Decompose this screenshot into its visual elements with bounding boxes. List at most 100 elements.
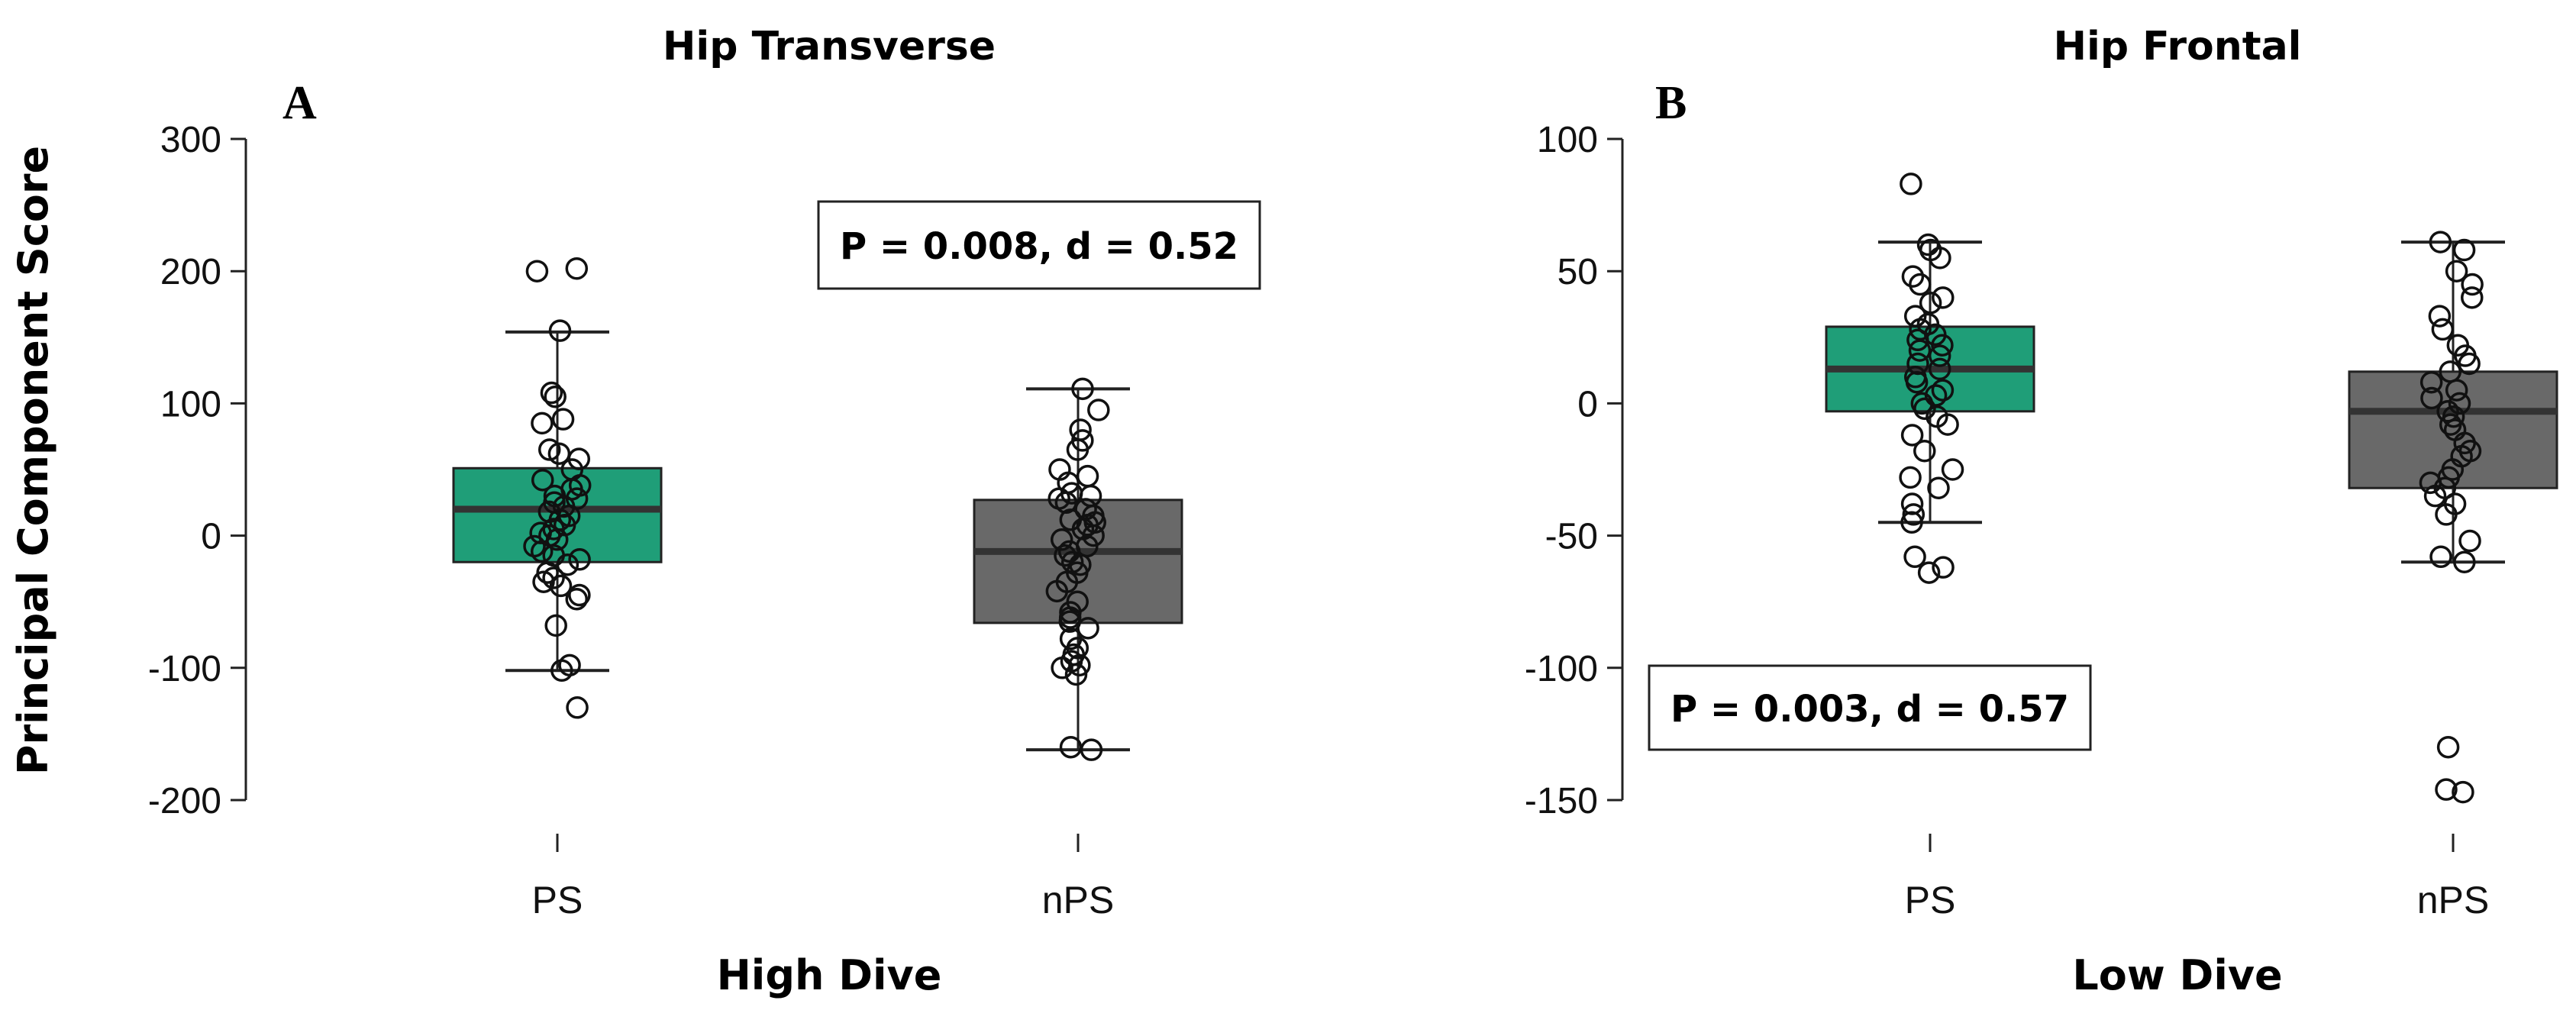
panel-a-hip-transverse: Hip Transverse A -200 -100 0 100 200 300 PS nP… [148, 24, 1261, 999]
data-point [540, 381, 563, 405]
panel-a-stat-annotation: P = 0.008, d = 0.52 [817, 200, 1261, 290]
data-point [1087, 399, 1110, 421]
data-point [568, 548, 591, 571]
data-point [2423, 484, 2447, 508]
box-ps [452, 257, 663, 719]
data-point [1906, 328, 1929, 352]
data-point [2452, 238, 2476, 262]
y-tick-label: 50 [1558, 252, 1598, 292]
panel-a-stat-text: P = 0.008, d = 0.52 [840, 225, 1238, 268]
x-tick-label: nPS [1042, 879, 1115, 921]
data-point [565, 257, 589, 280]
data-point [551, 408, 575, 431]
data-point [1929, 247, 1951, 269]
data-point [1909, 273, 1932, 296]
data-point [1903, 545, 1926, 569]
data-point [2453, 550, 2476, 573]
panel-a-x-axis-title: High Dive [717, 951, 942, 999]
data-point [1927, 476, 1950, 499]
panel-b-letter: B [1655, 77, 1687, 129]
data-point [1903, 305, 1927, 328]
data-point [550, 659, 573, 683]
data-point [530, 540, 554, 563]
data-point [1928, 344, 1951, 367]
y-tick-label: -100 [148, 649, 221, 689]
data-point [544, 614, 567, 637]
iqr-box [2348, 370, 2558, 489]
data-point [2445, 379, 2468, 402]
panel-b-title: Hip Frontal [2053, 24, 2301, 69]
data-point [1066, 438, 1089, 461]
data-point [1932, 286, 1955, 309]
data-point [1932, 556, 1955, 579]
data-point [2461, 286, 2484, 309]
y-axis-title: Principal Component Score [9, 146, 57, 775]
data-point [1928, 357, 1951, 381]
data-point [531, 411, 554, 435]
data-point [2419, 471, 2442, 495]
data-point [1076, 464, 1099, 488]
data-point [2429, 231, 2452, 253]
data-point [537, 438, 561, 461]
data-point [2461, 273, 2484, 296]
panel-b-y-axis: -150 -100 -50 0 50 100 [1525, 120, 1624, 821]
data-point [2435, 503, 2458, 526]
data-point [2436, 735, 2460, 759]
data-point [1080, 738, 1103, 761]
panel-b-boxes [1825, 173, 2558, 804]
data-point [2435, 778, 2458, 801]
data-point [1071, 377, 1094, 401]
data-point [2420, 386, 2443, 410]
data-point [545, 528, 569, 551]
data-point [2458, 352, 2481, 376]
panel-b-stat-box [1648, 664, 2092, 751]
y-tick-label: -50 [1545, 517, 1598, 557]
data-point [1900, 424, 1924, 447]
data-point [1900, 173, 1922, 195]
box-ps [1825, 173, 2035, 584]
data-point [2458, 529, 2481, 553]
data-point [2448, 392, 2471, 415]
data-point [566, 696, 589, 719]
data-point [568, 583, 591, 607]
x-tick-label: PS [532, 879, 583, 921]
panel-a-letter: A [282, 77, 317, 129]
data-point [1901, 265, 1925, 288]
data-point [1908, 339, 1932, 362]
data-point [1050, 528, 1073, 551]
panel-a-boxes [452, 257, 1183, 761]
box-nps [2348, 231, 2558, 804]
data-point [1919, 292, 1942, 315]
panel-a-x-axis: PS nPS [532, 834, 1115, 921]
data-point [525, 260, 549, 282]
x-tick-label: nPS [2417, 879, 2490, 921]
y-tick-label: 0 [1577, 384, 1598, 424]
data-point [2429, 545, 2452, 569]
data-point [544, 385, 567, 408]
data-point [1913, 397, 1936, 421]
panel-a-title: Hip Transverse [663, 24, 996, 69]
y-tick-label: 100 [160, 384, 221, 424]
panel-b-stat-text: P = 0.003, d = 0.57 [1671, 688, 2069, 731]
data-point [1054, 491, 1078, 515]
panel-b-x-axis-title: Low Dive [2072, 951, 2282, 999]
data-point [532, 570, 555, 593]
y-tick-label: -150 [1525, 781, 1598, 821]
panel-b-hip-frontal: Hip Frontal B -150 -100 -50 0 50 100 PS nPS P … [1525, 24, 2558, 999]
data-point [1057, 540, 1081, 563]
data-point [2428, 305, 2452, 328]
data-point [1913, 440, 1936, 463]
data-point [1941, 458, 1964, 481]
y-tick-label: 100 [1537, 120, 1598, 160]
data-point [549, 574, 573, 598]
panel-a-y-axis: -200 -100 0 100 200 300 [148, 120, 247, 821]
data-point [2419, 370, 2443, 394]
data-point [1077, 617, 1099, 640]
data-point [548, 319, 572, 342]
x-tick-label: PS [1905, 879, 1956, 921]
panel-b-x-axis: PS nPS [1905, 834, 2490, 921]
y-tick-label: 0 [201, 517, 221, 557]
data-point [531, 469, 554, 492]
data-point [1899, 466, 1922, 489]
data-point [556, 553, 579, 576]
